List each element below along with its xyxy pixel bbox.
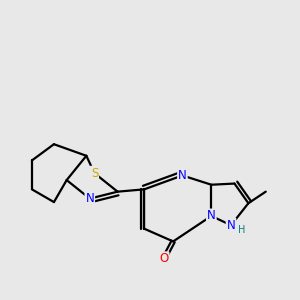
Text: H: H (238, 225, 246, 236)
Text: N: N (85, 192, 94, 205)
Text: N: N (207, 209, 216, 223)
Text: N: N (178, 169, 187, 182)
Text: S: S (91, 167, 98, 180)
Text: N: N (226, 219, 236, 232)
Text: O: O (159, 252, 169, 265)
